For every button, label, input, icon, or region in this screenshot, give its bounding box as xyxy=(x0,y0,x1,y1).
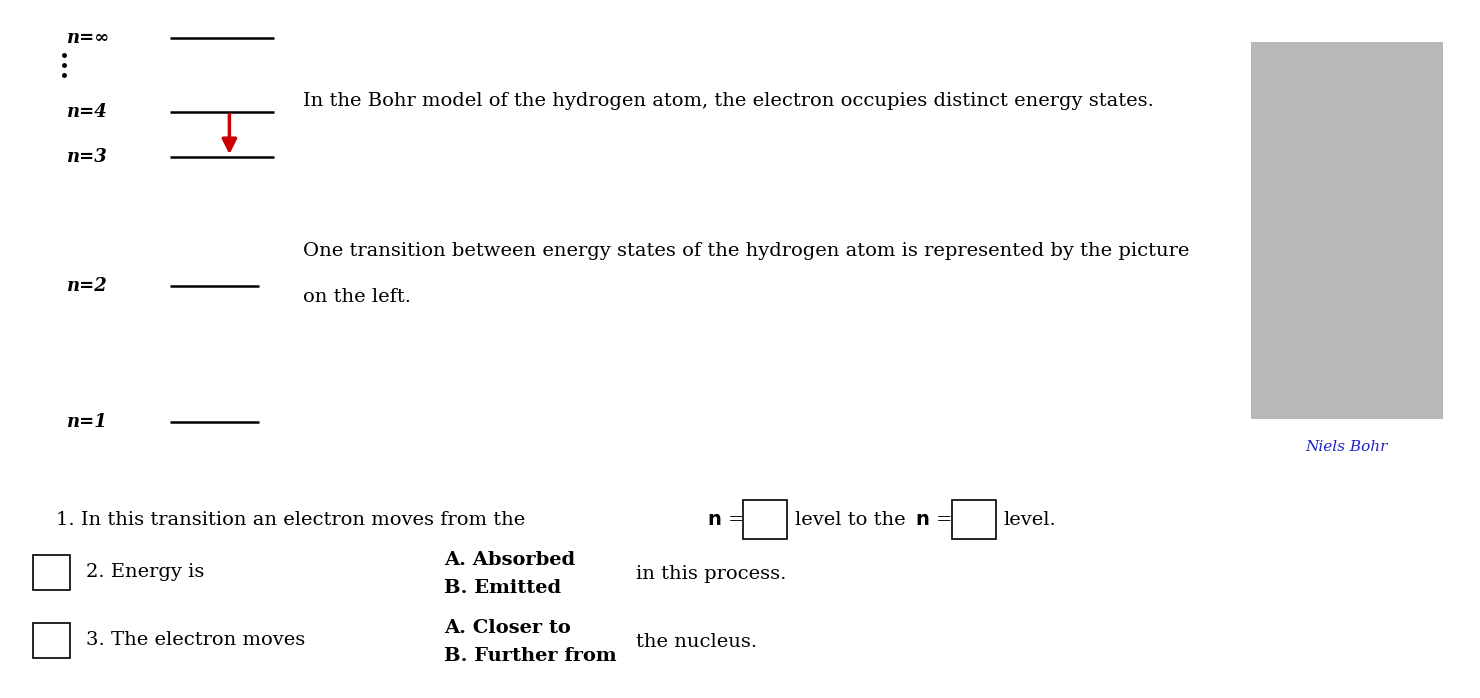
Bar xyxy=(952,500,996,539)
Text: n=∞: n=∞ xyxy=(67,29,110,47)
Text: level to the: level to the xyxy=(795,511,912,529)
Text: B. Further from: B. Further from xyxy=(444,647,617,665)
Bar xyxy=(33,555,70,590)
Text: 2. Energy is: 2. Energy is xyxy=(86,563,204,581)
Text: n=3: n=3 xyxy=(67,148,108,166)
Text: $\mathbf{n}$ =: $\mathbf{n}$ = xyxy=(707,511,744,529)
Text: n=2: n=2 xyxy=(67,277,108,295)
Bar xyxy=(1251,42,1443,419)
Text: One transition between energy states of the hydrogen atom is represented by the : One transition between energy states of … xyxy=(303,242,1190,260)
Text: In the Bohr model of the hydrogen atom, the electron occupies distinct energy st: In the Bohr model of the hydrogen atom, … xyxy=(303,92,1154,110)
Bar xyxy=(33,623,70,658)
Text: 3. The electron moves: 3. The electron moves xyxy=(86,631,305,649)
Text: level.: level. xyxy=(1003,511,1057,529)
Text: 1. In this transition an electron moves from the: 1. In this transition an electron moves … xyxy=(56,511,531,529)
Text: Niels Bohr: Niels Bohr xyxy=(1305,440,1388,454)
Text: the nucleus.: the nucleus. xyxy=(636,633,758,651)
Text: B. Emitted: B. Emitted xyxy=(444,579,561,597)
Bar xyxy=(743,500,787,539)
Text: A. Absorbed: A. Absorbed xyxy=(444,551,576,569)
Text: $\mathbf{n}$ =: $\mathbf{n}$ = xyxy=(915,511,952,529)
Text: n=1: n=1 xyxy=(67,413,108,431)
Text: n=4: n=4 xyxy=(67,103,108,121)
Text: in this process.: in this process. xyxy=(636,565,787,583)
Text: A. Closer to: A. Closer to xyxy=(444,619,571,637)
Text: on the left.: on the left. xyxy=(303,288,411,306)
